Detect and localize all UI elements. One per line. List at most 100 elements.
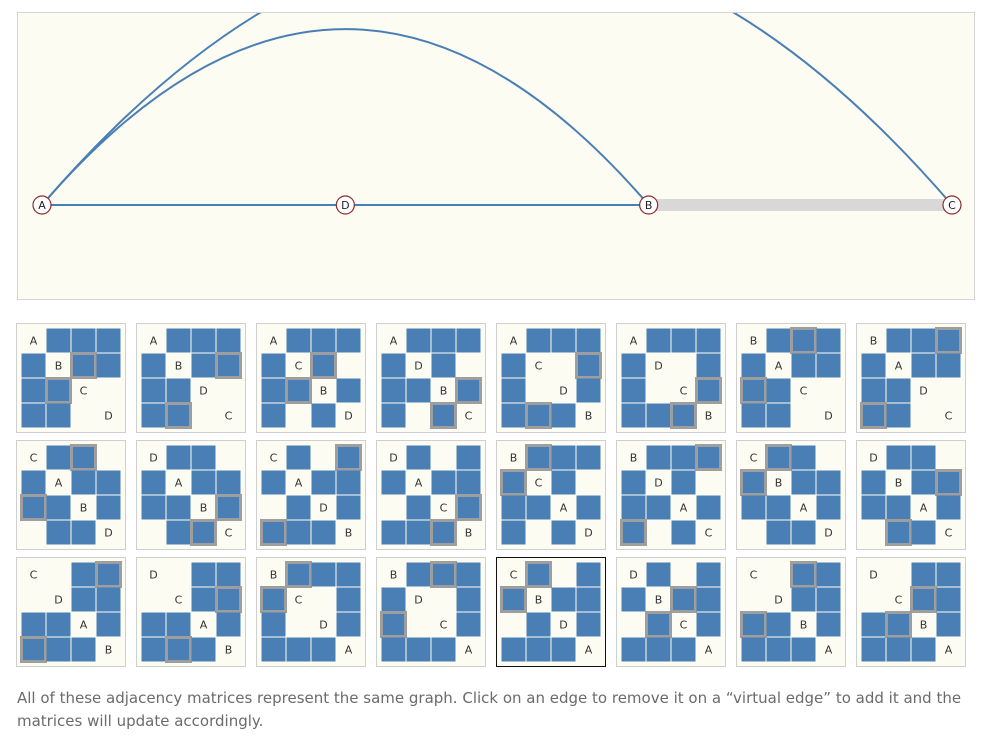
matrix-cell-B-D [766,612,791,637]
matrix-cell-D-B [311,403,336,428]
matrix-card[interactable]: A C D B [496,323,606,433]
matrix-cell-B-A [936,612,961,637]
matrix-card[interactable]: C B D A [496,557,606,667]
matrix-cell-D-A [166,445,191,470]
matrix-cell-C-A [456,612,481,637]
matrix-cell-A-D [381,470,406,495]
matrix-cell-B-A [21,353,46,378]
matrix-cell-C-A [286,445,311,470]
matrix-cell-D-A [336,612,361,637]
matrix-card[interactable]: A D C B [616,323,726,433]
matrix-cell-C-B [765,444,792,471]
matrix-cell-C-B [740,377,767,404]
matrix-cell-B-A [816,612,841,637]
matrix-cell-A-C [431,637,456,662]
matrix-cell-D-B [911,562,936,587]
matrix-card[interactable]: B C A D [496,440,606,550]
matrix-card[interactable]: C A D B [256,440,366,550]
matrix-cell-A-B [46,328,71,353]
node-C[interactable]: C [942,195,962,215]
matrix-card[interactable]: A C B D [256,323,366,433]
matrix-cell-C-B [885,519,912,546]
matrix-label: A [775,360,783,373]
matrix-cell-D-A [791,520,816,545]
matrix-label: A [560,502,568,515]
node-D[interactable]: D [335,195,355,215]
matrix-label: A [630,335,638,348]
matrix-label: B [440,385,448,398]
matrix-cell-C-B [455,494,482,521]
matrix-cell-B-C [215,494,242,521]
matrix-card[interactable]: D C B A [856,557,966,667]
matrix-label: D [149,452,157,465]
matrix-label: D [414,594,422,607]
matrix-cell-B-D [406,378,431,403]
matrix-label: C [175,594,183,607]
matrix-label: A [680,502,688,515]
node-label: D [341,199,349,212]
matrix-card[interactable]: D B C A [616,557,726,667]
matrix-cell-C-B [190,519,217,546]
matrix-card[interactable]: A D B C [376,323,486,433]
matrix-card[interactable]: D A C B [376,440,486,550]
matrix-label: C [440,502,448,515]
matrix-label: B [870,335,878,348]
matrix-cell-D-A [381,353,406,378]
matrix-cell-B-D [911,328,936,353]
matrix-label: A [30,335,38,348]
matrix-cell-B-C [740,611,767,638]
matrix-cell-D-B [861,378,886,403]
matrix-label: D [919,385,927,398]
matrix-label: C [465,410,473,423]
matrix-card[interactable]: B D A C [616,440,726,550]
matrix-cell-A-C [886,637,911,662]
matrix-cell-B-D [191,353,216,378]
matrix-cell-B-A [551,445,576,470]
matrix-cell-B-C [260,519,287,546]
matrix-cell-C-A [886,403,911,428]
matrix-card[interactable]: D B A C [856,440,966,550]
matrix-cell-D-B [166,378,191,403]
matrix-cell-A-C [791,353,816,378]
matrix-card[interactable]: B D C A [376,557,486,667]
matrix-card[interactable]: B C D A [256,557,366,667]
matrix-card[interactable]: D A B C [136,440,246,550]
matrix-label: D [149,569,157,582]
edge-A-B[interactable] [41,28,650,206]
matrix-cell-D-B [576,378,601,403]
matrix-card[interactable]: C D B A [736,557,846,667]
matrix-label: D [389,452,397,465]
matrix-cell-A-C [216,328,241,353]
node-A[interactable]: A [32,195,52,215]
matrix-cell-D-A [21,403,46,428]
matrix-card[interactable]: B A C D [736,323,846,433]
matrix-cell-B-A [696,587,721,612]
matrix-card[interactable]: A B D C [136,323,246,433]
edge-A-C[interactable] [41,13,953,206]
matrix-card[interactable]: D C A B [136,557,246,667]
matrix-card[interactable]: A B C D [16,323,126,433]
adjacency-matrix: B C A D [500,444,601,545]
matrix-label: C [295,360,303,373]
matrix-cell-C-B [575,352,602,379]
matrix-cell-B-C [430,519,457,546]
node-label: C [948,199,956,212]
matrix-cell-A-B [456,470,481,495]
adjacency-matrix: C D B A [740,561,841,662]
matrix-cell-D-B [791,587,816,612]
matrix-label: C [80,385,88,398]
node-B[interactable]: B [639,195,659,215]
adjacency-matrix: B A D C [860,327,962,429]
matrix-cell-A-B [71,470,96,495]
matrix-cell-A-D [646,495,671,520]
matrix-card[interactable]: C D A B [16,557,126,667]
matrix-card[interactable]: B A D C [856,323,966,433]
matrix-cell-A-D [141,612,166,637]
matrix-cell-B-C [695,444,722,471]
matrix-label: A [175,477,183,490]
matrix-card[interactable]: C B A D [736,440,846,550]
matrix-label: D [824,410,832,423]
matrix-card[interactable]: C A B D [16,440,126,550]
matrix-cell-A-D [311,637,336,662]
